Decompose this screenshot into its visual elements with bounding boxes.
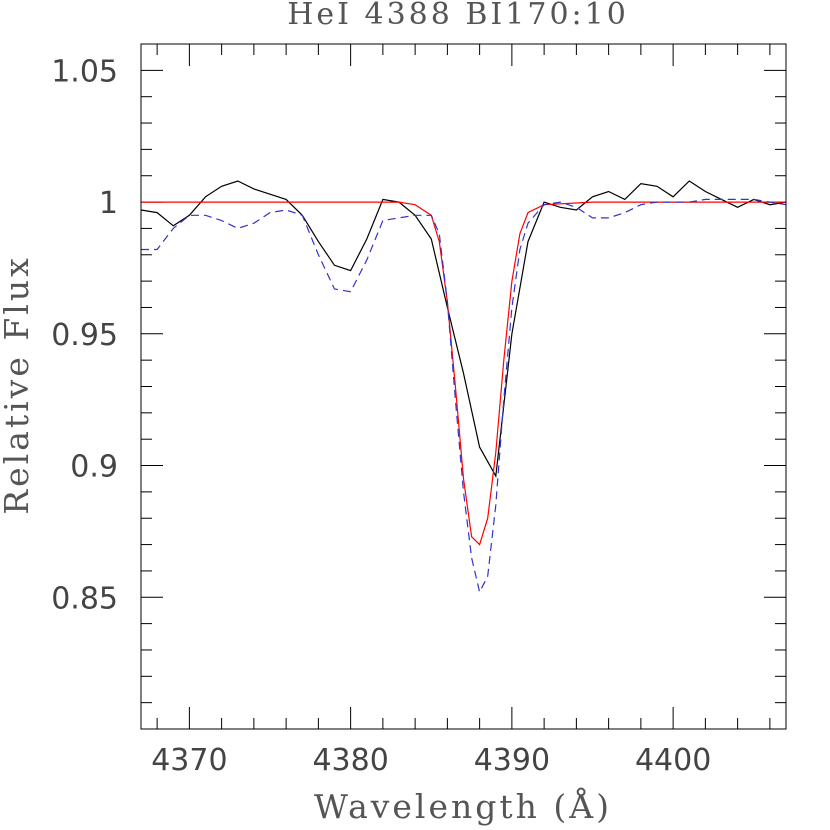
x-tick-label: 4390 <box>474 743 550 778</box>
chart-title: HeI 4388 BI170:10 <box>287 0 629 32</box>
axis-ticks <box>141 44 786 729</box>
y-tick-label: 1 <box>99 186 118 221</box>
x-tick-label: 4370 <box>151 743 227 778</box>
observed-spectrum-line <box>141 180 786 479</box>
tick-labels: 4370 4380 4390 4400 0.85 0.9 0.95 1 1.05 <box>51 54 711 778</box>
y-tick-label: 0.9 <box>70 450 118 485</box>
x-axis-title: Wavelength (Å) <box>314 786 612 826</box>
y-tick-label: 1.05 <box>51 54 118 89</box>
plot-frame <box>140 43 787 730</box>
y-tick-label: 0.95 <box>51 318 118 353</box>
model-profile-line <box>141 201 786 546</box>
plot-area <box>141 180 786 594</box>
x-tick-label: 4400 <box>635 743 711 778</box>
y-tick-label: 0.85 <box>51 581 118 616</box>
y-axis-title: Relative Flux <box>0 255 36 514</box>
comparison-model-line <box>141 198 786 594</box>
x-tick-label: 4380 <box>312 743 388 778</box>
